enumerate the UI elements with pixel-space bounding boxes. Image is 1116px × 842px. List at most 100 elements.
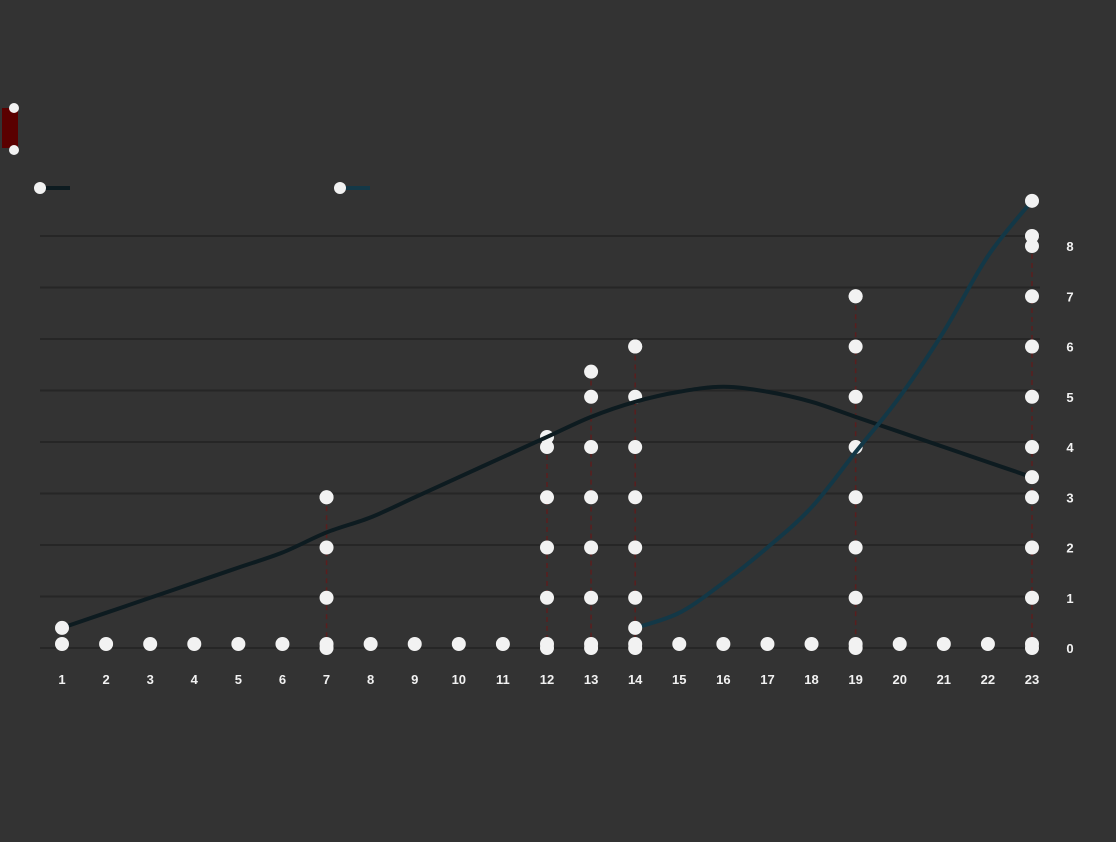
annotation-marker-point [540,540,554,555]
series-point [55,620,69,635]
series-lines [60,198,1034,630]
annotation-marker-point [1025,339,1039,354]
x-tick-label: 18 [804,672,818,687]
annotation-marker-point [1025,540,1039,555]
annotation-marker-point [848,490,863,505]
annotation-marker-point [319,540,334,555]
legend-dot [334,182,346,194]
legend-dot [9,103,19,113]
y-tick-label: 3 [1066,490,1073,505]
x-tick-label: 11 [496,672,510,687]
annotation-marker-point [1025,590,1039,605]
x-axis-point [584,637,599,651]
x-axis-point [804,637,819,651]
x-tick-label: 3 [147,672,154,687]
annotation-marker-top [319,490,334,505]
x-axis-point [143,637,158,651]
y-tick-label: 4 [1066,440,1074,455]
x-axis-point [980,637,995,651]
x-axis-point [275,637,290,651]
x-tick-label: 14 [628,672,643,687]
legend [2,103,370,194]
y-tick-label: 5 [1066,390,1073,405]
data-points [55,193,1039,651]
x-axis-point [495,637,510,651]
annotation-marker-point [1025,289,1039,304]
x-axis-point [716,637,731,651]
y-tick-label: 8 [1066,239,1073,254]
x-tick-label: 22 [981,672,995,687]
x-tick-label: 7 [323,672,330,687]
x-axis: 1 2 3 4 5 6 7 8 9 10 11 12 13 14 15 16 17 18 19 20 21 22 23 [58,672,1039,687]
annotation-marker-point [319,590,334,605]
series-line-2 [633,198,1034,630]
x-axis-point [231,637,246,651]
annotation-marker-point [848,540,863,555]
annotation-marker-point [584,590,599,605]
annotation-marker-top [1025,229,1039,243]
x-tick-label: 2 [102,672,109,687]
annotation-marker-point [584,490,599,505]
x-axis-point [99,637,114,651]
x-tick-label: 15 [672,672,686,687]
x-tick-label: 23 [1025,672,1039,687]
annotation-marker-point [584,389,599,404]
annotation-marker-point [848,339,863,354]
x-tick-label: 4 [191,672,199,687]
x-tick-label: 6 [279,672,286,687]
x-tick-label: 20 [892,672,906,687]
legend-dot [9,145,19,155]
x-axis-point [407,637,422,651]
y-tick-label: 2 [1066,541,1073,556]
annotation-marker-point [628,440,643,455]
x-tick-label: 8 [367,672,374,687]
annotation-marker-point [584,540,599,555]
annotation-marker-point [540,440,554,455]
series-point [1025,470,1039,485]
y-tick-label: 6 [1066,340,1073,355]
x-axis-point [892,637,907,651]
y-tick-label: 7 [1066,289,1073,304]
annotation-marker-point [1025,490,1039,505]
annotation-marker-point [628,540,643,555]
annotation-marker-point [584,440,599,455]
x-axis-point [451,637,466,651]
x-tick-label: 5 [235,672,242,687]
annotation-marker-point [1025,239,1039,254]
annotation-markers [319,229,1039,655]
series-point [1025,193,1039,208]
x-axis-point [55,637,69,651]
legend-swatch [2,108,18,148]
x-axis-point [848,637,863,651]
y-tick-label: 1 [1066,591,1073,606]
x-tick-label: 10 [452,672,466,687]
x-tick-label: 9 [411,672,418,687]
x-tick-label: 13 [584,672,598,687]
annotation-marker-top [584,364,599,379]
annotation-marker-top [848,289,863,304]
x-axis-point [363,637,378,651]
annotation-marker-point [628,590,643,605]
x-axis-point [672,637,687,651]
legend-dot [34,182,46,194]
annotation-marker-point [540,590,554,605]
annotation-marker-point [848,590,863,605]
x-tick-label: 19 [848,672,862,687]
x-tick-label: 1 [58,672,65,687]
x-axis-point [1025,637,1039,651]
y-axis-right: 0 1 2 3 4 5 6 7 8 [1066,239,1074,656]
annotation-marker-top [628,339,643,354]
series-line-1 [60,384,1034,630]
x-axis-point [187,637,202,651]
annotation-marker-point [1025,389,1039,404]
x-axis-point [936,637,951,651]
x-axis-point [760,637,775,651]
series-point [628,620,643,635]
gridlines [40,235,1040,649]
x-tick-label: 17 [760,672,774,687]
annotation-marker-point [628,490,643,505]
annotation-marker-point [540,490,554,505]
annotation-marker-point [848,389,863,404]
